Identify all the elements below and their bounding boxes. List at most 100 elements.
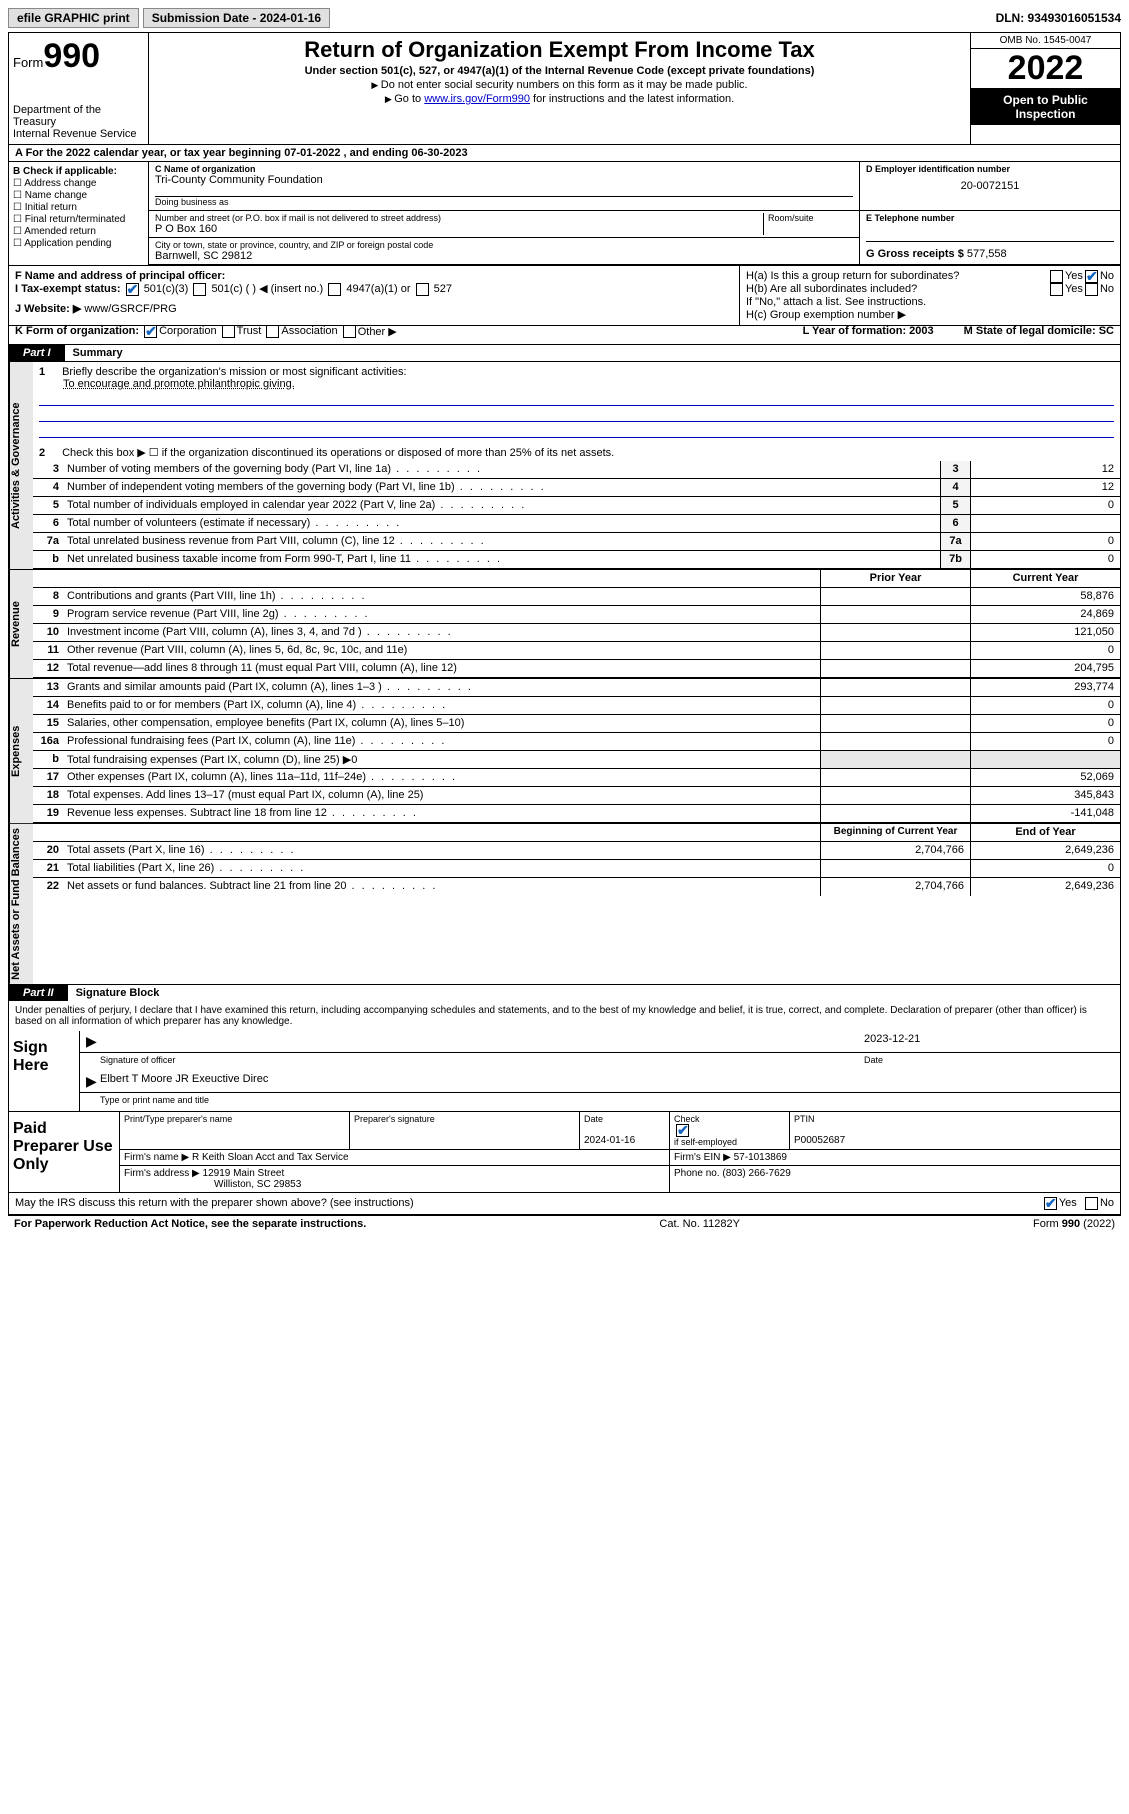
l21-begin xyxy=(820,860,970,877)
part1-tag: Part I xyxy=(9,345,65,361)
room-label: Room/suite xyxy=(768,213,853,223)
l7a-val: 0 xyxy=(970,533,1120,550)
phone-label: E Telephone number xyxy=(866,213,1114,223)
l7b-val: 0 xyxy=(970,551,1120,568)
sign-here-label: Sign Here xyxy=(9,1031,79,1111)
i-o2: 501(c) ( ) ◀ (insert no.) xyxy=(211,283,323,295)
discuss-no-checkbox[interactable] xyxy=(1085,1197,1098,1210)
l9-desc: Program service revenue (Part VIII, line… xyxy=(67,608,279,620)
top-toolbar: efile GRAPHIC print Submission Date - 20… xyxy=(8,8,1121,28)
header-right: OMB No. 1545-0047 2022 Open to Public In… xyxy=(970,33,1120,144)
l5-val: 0 xyxy=(970,497,1120,514)
form-header: Form990 Department of the Treasury Inter… xyxy=(9,33,1120,145)
k-assoc-checkbox[interactable] xyxy=(266,325,279,338)
address-block: Number and street (or P.O. box if mail i… xyxy=(149,211,860,265)
ein-label: D Employer identification number xyxy=(866,164,1114,174)
l18-desc: Total expenses. Add lines 13–17 (must eq… xyxy=(67,789,423,801)
submission-date-button[interactable]: Submission Date - 2024-01-16 xyxy=(143,8,330,28)
city-value: Barnwell, SC 29812 xyxy=(155,250,252,262)
l3-desc: Number of voting members of the governin… xyxy=(67,463,391,475)
prep-h5: PTIN xyxy=(794,1114,1116,1124)
i-501c3-checkbox[interactable] xyxy=(126,283,139,296)
l8-prior xyxy=(820,588,970,605)
l15-cur: 0 xyxy=(970,715,1120,732)
l1-label: Briefly describe the organization's miss… xyxy=(62,366,406,378)
l3-box: 3 xyxy=(940,461,970,478)
l8-desc: Contributions and grants (Part VIII, lin… xyxy=(67,590,276,602)
chk-amended[interactable]: Amended return xyxy=(13,226,144,237)
i-4947-checkbox[interactable] xyxy=(328,283,341,296)
k-o2: Trust xyxy=(237,325,262,337)
l7a-desc: Total unrelated business revenue from Pa… xyxy=(67,535,395,547)
col-cde: C Name of organization Tri-County Commun… xyxy=(149,162,1120,265)
l6-val xyxy=(970,515,1120,532)
firm-name: R Keith Sloan Acct and Tax Service xyxy=(192,1152,349,1163)
l14-desc: Benefits paid to or for members (Part IX… xyxy=(67,699,356,711)
phone-value: (803) 266-7629 xyxy=(722,1168,790,1179)
l13-prior xyxy=(820,679,970,696)
name-title-label: Type or print name and title xyxy=(100,1095,209,1109)
k-o3: Association xyxy=(281,325,337,337)
irs-label: Internal Revenue Service xyxy=(13,128,144,140)
officer-name: Elbert T Moore JR Exeuctive Direc xyxy=(100,1073,268,1090)
l10-cur: 121,050 xyxy=(970,624,1120,641)
discuss-yes-checkbox[interactable] xyxy=(1044,1197,1057,1210)
l20-begin: 2,704,766 xyxy=(820,842,970,859)
k-trust-checkbox[interactable] xyxy=(222,325,235,338)
section-governance: Activities & Governance 1 Briefly descri… xyxy=(9,361,1120,569)
firm-addr1: 12919 Main Street xyxy=(203,1168,285,1179)
part2-tag: Part II xyxy=(9,985,68,1001)
street-value: P O Box 160 xyxy=(155,223,217,235)
l16a-prior xyxy=(820,733,970,750)
vtab-net: Net Assets or Fund Balances xyxy=(9,824,33,984)
dba-label: Doing business as xyxy=(155,197,853,207)
note-pre: Go to xyxy=(394,93,424,105)
sig-arrow2-icon: ▶ xyxy=(86,1073,100,1090)
phone-label: Phone no. xyxy=(674,1168,720,1179)
l18-prior xyxy=(820,787,970,804)
dln-label: DLN: 93493016051534 xyxy=(996,11,1121,25)
section-revenue: Revenue Prior YearCurrent Year 8Contribu… xyxy=(9,569,1120,678)
l9-cur: 24,869 xyxy=(970,606,1120,623)
chk-pending[interactable]: Application pending xyxy=(13,238,144,249)
l22-desc: Net assets or fund balances. Subtract li… xyxy=(67,880,346,892)
chk-final-return[interactable]: Final return/terminated xyxy=(13,214,144,225)
l16b-cur-shade xyxy=(970,751,1120,768)
prep-date: 2024-01-16 xyxy=(584,1135,635,1146)
sig-arrow-icon: ▶ xyxy=(86,1033,100,1050)
chk-initial-return[interactable]: Initial return xyxy=(13,202,144,213)
l11-prior xyxy=(820,642,970,659)
efile-print-button[interactable]: efile GRAPHIC print xyxy=(8,8,139,28)
l6-desc: Total number of volunteers (estimate if … xyxy=(67,517,310,529)
form-label: Form xyxy=(13,55,43,70)
k-label: K Form of organization: xyxy=(15,325,139,337)
chk-name-change[interactable]: Name change xyxy=(13,190,144,201)
form-subtitle: Under section 501(c), 527, or 4947(a)(1)… xyxy=(157,65,962,77)
l19-cur: -141,048 xyxy=(970,805,1120,822)
note-link: Go to www.irs.gov/Form990 for instructio… xyxy=(157,93,962,105)
l21-end: 0 xyxy=(970,860,1120,877)
chk-address-change[interactable]: Address change xyxy=(13,178,144,189)
note-ssn: Do not enter social security numbers on … xyxy=(157,79,962,91)
irs-link[interactable]: www.irs.gov/Form990 xyxy=(424,93,530,105)
l9-prior xyxy=(820,606,970,623)
k-corp-checkbox[interactable] xyxy=(144,325,157,338)
sign-here-row: Sign Here ▶ 2023-12-21 Signature of offi… xyxy=(9,1031,1120,1111)
k-other-checkbox[interactable] xyxy=(343,325,356,338)
firm-ein-label: Firm's EIN ▶ xyxy=(674,1152,731,1163)
header-center: Return of Organization Exempt From Incom… xyxy=(149,33,970,144)
i-527-checkbox[interactable] xyxy=(416,283,429,296)
l4-desc: Number of independent voting members of … xyxy=(67,481,455,493)
l16a-desc: Professional fundraising fees (Part IX, … xyxy=(67,735,355,747)
form-number-big: 990 xyxy=(43,37,100,75)
sig-date: 2023-12-21 xyxy=(864,1033,1114,1050)
l8-cur: 58,876 xyxy=(970,588,1120,605)
i-501c-checkbox[interactable] xyxy=(193,283,206,296)
ein-value: 20-0072151 xyxy=(866,180,1114,192)
firm-name-label: Firm's name ▶ xyxy=(124,1152,189,1163)
self-employed-checkbox[interactable] xyxy=(676,1124,689,1137)
preparer-label: Paid Preparer Use Only xyxy=(9,1112,119,1193)
form-container: Form990 Department of the Treasury Inter… xyxy=(8,32,1121,1215)
footer-mid: Cat. No. 11282Y xyxy=(659,1218,740,1230)
l20-desc: Total assets (Part X, line 16) xyxy=(67,844,205,856)
